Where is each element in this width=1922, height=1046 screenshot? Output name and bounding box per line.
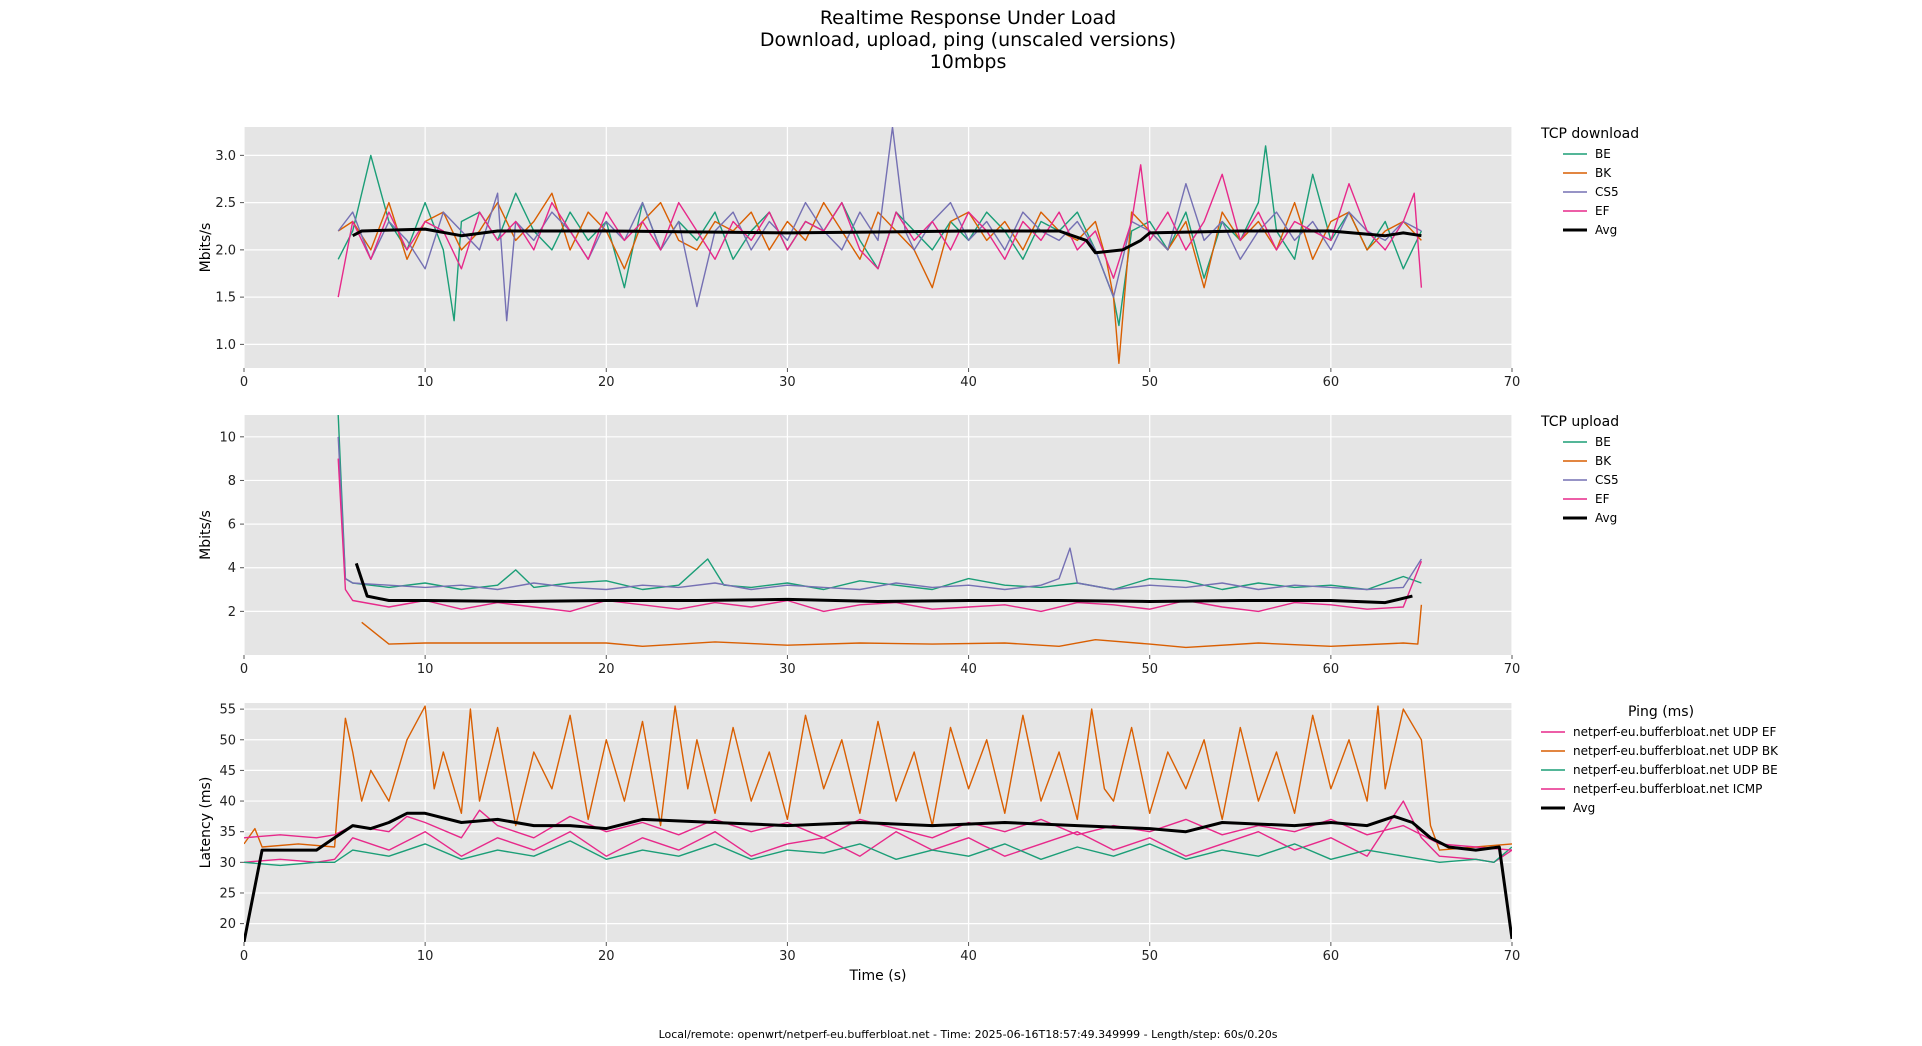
upload-legend-title: TCP upload: [1540, 414, 1619, 430]
footer-text: Local/remote: openwrt/netperf-eu.bufferb…: [659, 1028, 1278, 1041]
ping-y-tick-label: 30: [219, 856, 236, 871]
ping-legend-label: netperf-eu.bufferbloat.net UDP BE: [1573, 763, 1778, 777]
upload-y-tick-label: 10: [219, 430, 236, 445]
upload-y-tick-label: 4: [228, 561, 236, 576]
ping-y-tick-label: 45: [219, 764, 236, 779]
download-chart: 0 10 20 30 40 50 60 70 1.0 1.5 2.0 2.5 3.0 Mbits/s TCP…: [198, 126, 1639, 390]
ping-y-tick-label: 55: [219, 703, 236, 718]
download-series-avg: [352, 227, 1422, 255]
ping-x-tick-label: 60: [1323, 949, 1340, 964]
upload-x-tick-label: 60: [1323, 662, 1340, 677]
ping-x-tick-label: 40: [960, 949, 977, 964]
ping-x-tick-label: 20: [598, 949, 615, 964]
ping-legend-label: netperf-eu.bufferbloat.net ICMP: [1573, 782, 1762, 796]
download-y-tick-label: 3.0: [215, 149, 236, 164]
upload-x-tick-label: 70: [1504, 662, 1521, 677]
upload-series-bk: [361, 604, 1423, 649]
upload-series-be: [337, 415, 1422, 591]
download-x-tick-label: 0: [240, 375, 248, 390]
upload-legend-label: Avg: [1595, 511, 1617, 525]
ping-y-tick-label: 40: [219, 795, 236, 810]
download-y-axis-label: Mbits/s: [198, 223, 214, 273]
ping-y-tick-label: 35: [219, 825, 236, 840]
ping-legend-label: netperf-eu.bufferbloat.net UDP EF: [1573, 725, 1776, 739]
upload-x-tick-label: 50: [1141, 662, 1158, 677]
ping-series-avg: [244, 811, 1512, 942]
upload-y-axis-label: Mbits/s: [198, 510, 214, 560]
download-y-tick-label: 1.5: [215, 291, 236, 306]
ping-x-axis-label: Time (s): [849, 968, 907, 984]
ping-chart: 0 10 20 30 40 50 60 70 20 25 30 35 40 45 50 55 Latency (…: [198, 703, 1779, 984]
download-x-tick-label: 40: [960, 375, 977, 390]
download-legend-label: CS5: [1595, 185, 1619, 199]
ping-x-tick-label: 70: [1504, 949, 1521, 964]
download-y-tick-label: 2.0: [215, 243, 236, 258]
upload-x-tick-label: 0: [240, 662, 248, 677]
upload-plot-area: [244, 415, 1512, 655]
upload-chart: 0 10 20 30 40 50 60 70 2 4 6 8 10 Mbits/s TCP upload BE…: [198, 414, 1619, 677]
download-plot-area: [244, 127, 1512, 368]
download-x-tick-label: 70: [1504, 375, 1521, 390]
download-legend-label: BE: [1595, 147, 1611, 161]
download-x-tick-label: 50: [1141, 375, 1158, 390]
upload-y-tick-label: 8: [228, 474, 236, 489]
download-legend: TCP download BE BK CS5 EF Avg: [1540, 126, 1639, 237]
ping-x-tick-label: 50: [1141, 949, 1158, 964]
upload-x-tick-label: 30: [779, 662, 796, 677]
ping-y-tick-label: 20: [219, 917, 236, 932]
download-y-tick-label: 2.5: [215, 196, 236, 211]
ping-x-tick-label: 30: [779, 949, 796, 964]
upload-x-tick-label: 20: [598, 662, 615, 677]
ping-y-tick-label: 25: [219, 886, 236, 901]
figure-title-line-1: Realtime Response Under Load: [820, 7, 1116, 29]
ping-legend-label: netperf-eu.bufferbloat.net UDP BK: [1573, 744, 1779, 758]
upload-x-tick-label: 10: [417, 662, 434, 677]
ping-legend: Ping (ms) netperf-eu.bufferbloat.net UDP …: [1541, 704, 1779, 815]
upload-series-ef: [337, 458, 1423, 613]
upload-legend-label: EF: [1595, 492, 1610, 506]
ping-series-netperf-eu-bufferbloat-net-udp-ef: [244, 800, 1512, 863]
figure-title-line-3: 10mbps: [930, 51, 1007, 73]
upload-legend-label: CS5: [1595, 473, 1619, 487]
download-legend-label: BK: [1595, 166, 1612, 180]
upload-series-cs5: [337, 436, 1422, 591]
figure-title-line-2: Download, upload, ping (unscaled version…: [760, 29, 1176, 51]
upload-y-tick-label: 6: [228, 518, 236, 533]
download-x-tick-label: 60: [1323, 375, 1340, 390]
download-x-tick-label: 30: [779, 375, 796, 390]
upload-series-avg: [354, 562, 1413, 605]
upload-legend: TCP upload BE BK CS5 EF Avg: [1540, 414, 1619, 525]
download-legend-title: TCP download: [1540, 126, 1639, 142]
download-y-tick-label: 1.0: [215, 338, 236, 353]
upload-legend-label: BE: [1595, 435, 1611, 449]
upload-y-tick-label: 2: [228, 605, 236, 620]
ping-legend-title: Ping (ms): [1628, 704, 1694, 720]
upload-x-tick-label: 40: [960, 662, 977, 677]
ping-series-netperf-eu-bufferbloat-net-icmp: [244, 809, 1512, 851]
ping-legend-label: Avg: [1573, 801, 1595, 815]
ping-series-netperf-eu-bufferbloat-net-udp-bk: [244, 705, 1512, 851]
ping-series-netperf-eu-bufferbloat-net-udp-be: [244, 840, 1512, 867]
download-x-tick-label: 10: [417, 375, 434, 390]
download-x-tick-label: 20: [598, 375, 615, 390]
ping-y-axis-label: Latency (ms): [198, 777, 214, 869]
download-series-cs5: [337, 127, 1422, 322]
ping-y-tick-label: 50: [219, 733, 236, 748]
ping-x-tick-label: 0: [240, 949, 248, 964]
download-legend-label: Avg: [1595, 223, 1617, 237]
ping-x-tick-label: 10: [417, 949, 434, 964]
download-legend-label: EF: [1595, 204, 1610, 218]
upload-legend-label: BK: [1595, 454, 1612, 468]
